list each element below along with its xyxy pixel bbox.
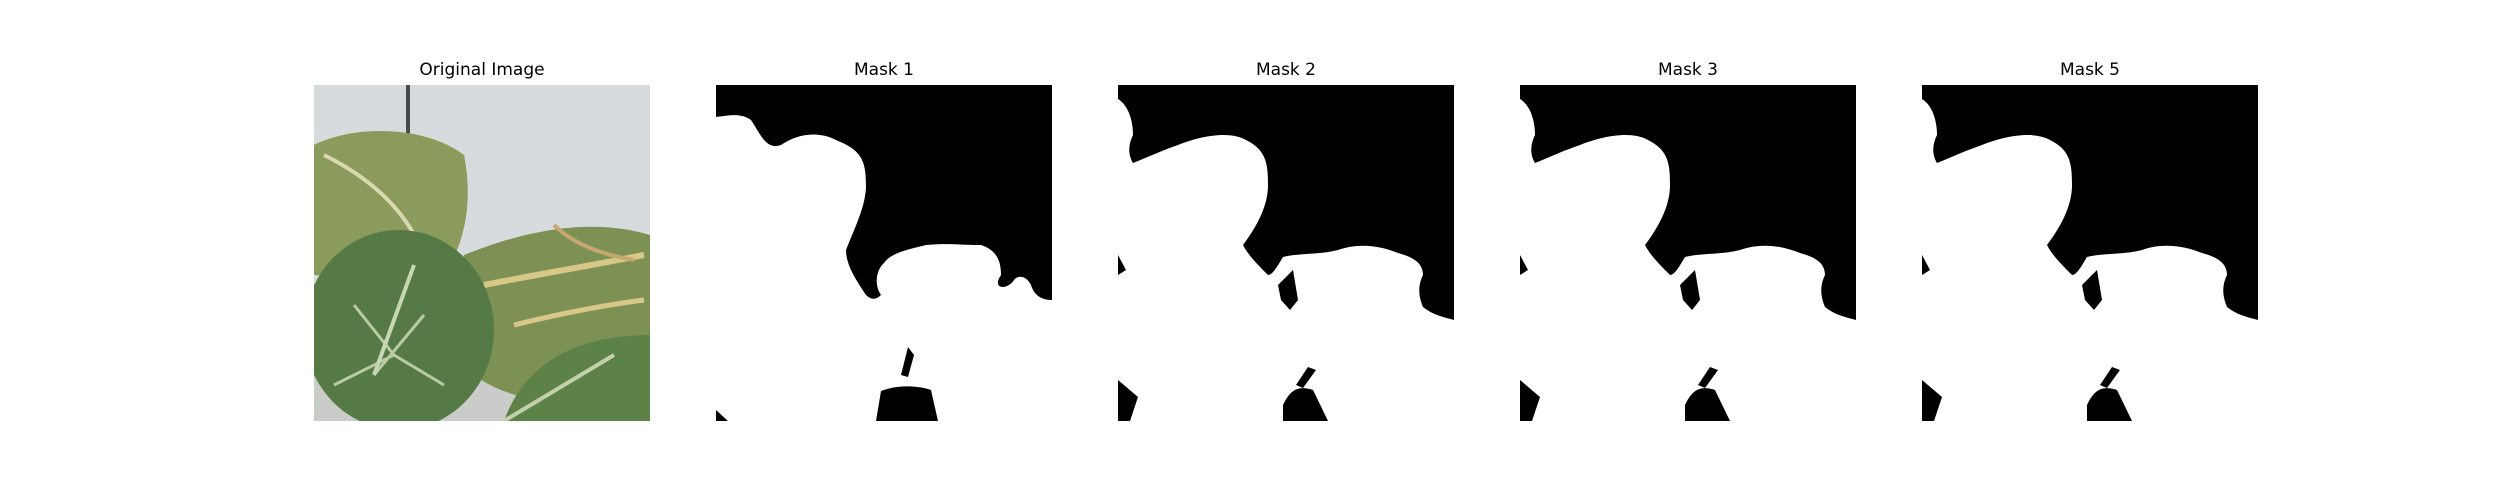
panel-mask-3: Mask 3 — [1520, 0, 1856, 500]
panel-mask-1: Mask 1 — [716, 0, 1052, 500]
mask-image — [1520, 85, 1856, 421]
panel-title: Mask 1 — [716, 60, 1052, 80]
panel-mask-2: Mask 2 — [1118, 0, 1454, 500]
mask-5-icon — [1922, 85, 2258, 421]
mask-1-icon — [716, 85, 1052, 421]
panel-title: Original Image — [314, 60, 650, 80]
panel-mask-5: Mask 5 — [1922, 0, 2258, 500]
mask-3-icon — [1520, 85, 1856, 421]
panel-title: Mask 5 — [1922, 60, 2258, 80]
panel-title: Mask 3 — [1520, 60, 1856, 80]
mask-image — [716, 85, 1052, 421]
mask-2-icon — [1118, 85, 1454, 421]
panel-original-image: Original Image — [314, 0, 650, 500]
mask-image — [1922, 85, 2258, 421]
panel-title: Mask 2 — [1118, 60, 1454, 80]
mask-image — [1118, 85, 1454, 421]
original-image — [314, 85, 650, 421]
leaf-photo-icon — [314, 85, 650, 421]
